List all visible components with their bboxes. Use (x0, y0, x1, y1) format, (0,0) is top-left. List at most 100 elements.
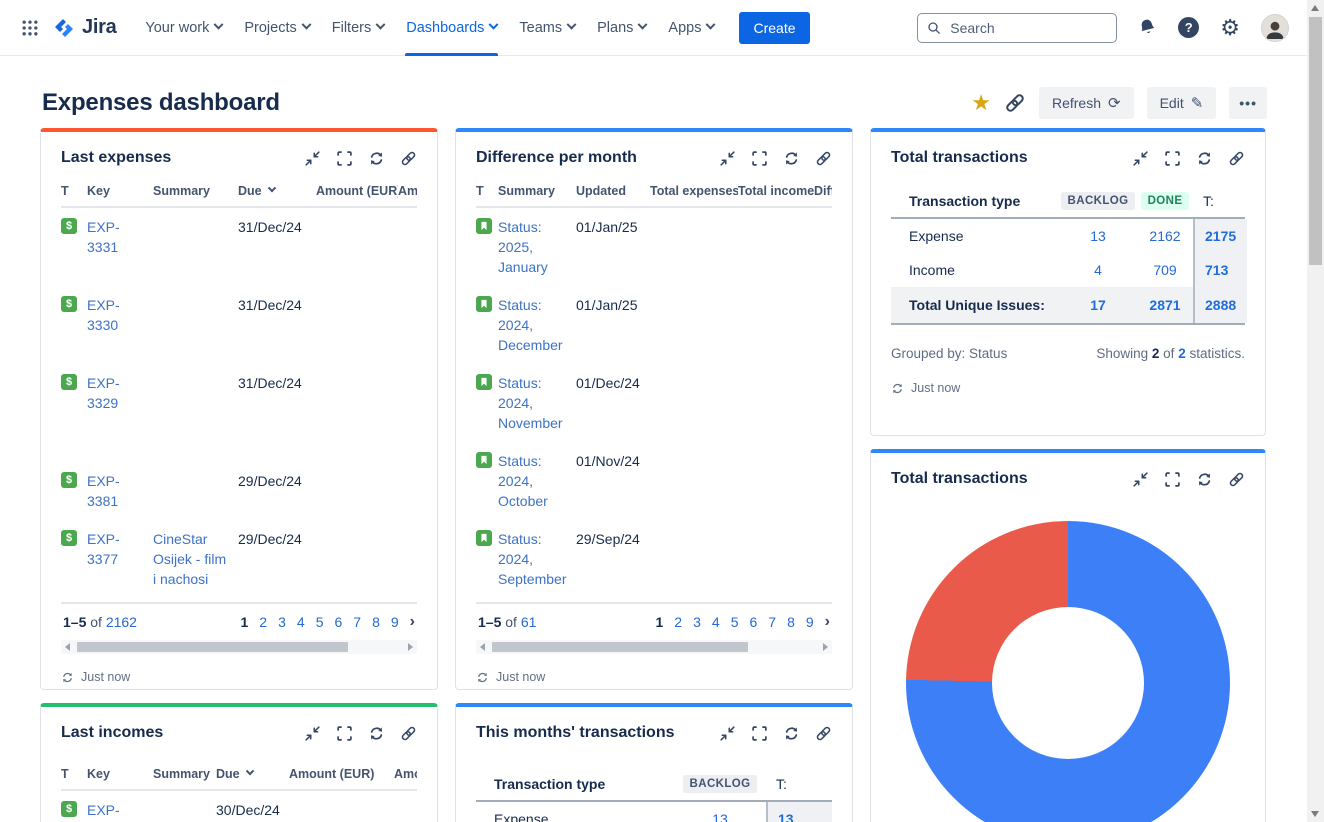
maximize-icon[interactable] (751, 150, 768, 167)
page-link[interactable]: 2 (674, 614, 683, 630)
maximize-icon[interactable] (751, 725, 768, 742)
minimize-icon[interactable] (719, 150, 736, 167)
stat-link[interactable]: 709 (1153, 262, 1177, 278)
create-button[interactable]: Create (739, 11, 810, 44)
maximize-icon[interactable] (1164, 471, 1181, 488)
scroll-right-arrow[interactable] (823, 643, 828, 651)
settings-gear-icon[interactable]: ⚙ (1220, 14, 1240, 40)
page-link[interactable]: 6 (749, 614, 758, 630)
stat-link[interactable]: 2162 (1149, 228, 1181, 244)
issue-summary-link[interactable]: Status: 2024, September (498, 531, 567, 587)
notifications-bell-icon[interactable] (1136, 16, 1159, 39)
page-current[interactable]: 1 (655, 614, 664, 630)
favorite-star-icon[interactable]: ★ (971, 90, 991, 115)
refresh-icon[interactable] (368, 725, 385, 742)
nav-item-projects[interactable]: Projects (233, 0, 320, 56)
scrollbar-thumb[interactable] (77, 642, 348, 652)
stat-link[interactable]: 4 (1094, 262, 1102, 278)
page-link[interactable]: 4 (711, 614, 720, 630)
refresh-icon[interactable] (1196, 150, 1213, 167)
nav-item-dashboards[interactable]: Dashboards (395, 0, 508, 56)
stat-total-link[interactable]: 2871 (1149, 297, 1181, 313)
jira-logo[interactable]: Jira (52, 16, 117, 40)
page-link[interactable]: 6 (334, 614, 343, 630)
refresh-icon[interactable] (783, 150, 800, 167)
stat-total-link[interactable]: 13 (778, 811, 794, 822)
issue-summary-link[interactable]: Status: 2024, November (498, 375, 563, 431)
nav-item-teams[interactable]: Teams (508, 0, 586, 56)
issue-key-link[interactable]: EXP-3381 (87, 473, 120, 509)
maximize-icon[interactable] (1164, 150, 1181, 167)
refresh-icon[interactable] (368, 150, 385, 167)
stat-link[interactable]: 13 (712, 811, 728, 822)
scroll-down-arrow[interactable] (1311, 811, 1319, 817)
pagination-total-link[interactable]: 61 (520, 614, 537, 630)
minimize-icon[interactable] (1132, 150, 1149, 167)
horizontal-scrollbar[interactable] (61, 640, 417, 654)
app-switcher-button[interactable] (14, 12, 46, 44)
minimize-icon[interactable] (304, 725, 321, 742)
issue-key-link[interactable]: EXP-3331 (87, 219, 120, 255)
issue-key-link[interactable]: EXP-3400 (87, 802, 120, 818)
link-icon[interactable] (400, 150, 417, 167)
link-icon[interactable] (1228, 471, 1245, 488)
page-link[interactable]: 2 (259, 614, 268, 630)
link-icon[interactable] (1228, 150, 1245, 167)
more-actions-button[interactable]: ••• (1229, 87, 1267, 119)
page-link[interactable]: 7 (768, 614, 777, 630)
issue-key-link[interactable]: EXP-3330 (87, 297, 120, 333)
issue-summary-link[interactable]: Status: 2024, December (498, 297, 563, 353)
minimize-icon[interactable] (719, 725, 736, 742)
search-input[interactable] (917, 12, 1118, 43)
stat-total-link[interactable]: 2888 (1205, 297, 1237, 313)
page-link[interactable]: 8 (787, 614, 795, 630)
page-link[interactable]: 9 (805, 614, 814, 630)
help-icon[interactable]: ? (1178, 17, 1200, 38)
maximize-icon[interactable] (336, 150, 353, 167)
page-link[interactable]: 5 (730, 614, 739, 630)
stat-total-link[interactable]: 2175 (1205, 228, 1237, 244)
donut-chart[interactable] (906, 521, 1230, 822)
issue-key-link[interactable]: EXP-3329 (87, 375, 120, 411)
scrollbar-thumb[interactable] (492, 642, 749, 652)
column-header-due-sort[interactable]: Due (216, 767, 289, 781)
copy-link-icon[interactable] (1004, 92, 1026, 114)
refresh-button[interactable]: Refresh ⟳ (1038, 87, 1134, 119)
minimize-icon[interactable] (1132, 471, 1149, 488)
link-icon[interactable] (400, 725, 417, 742)
page-link[interactable]: 3 (693, 614, 701, 630)
next-page-icon[interactable]: › (824, 613, 830, 630)
pagination-total-link[interactable]: 2162 (105, 614, 137, 630)
page-link[interactable]: 4 (296, 614, 305, 630)
refresh-icon[interactable] (1196, 471, 1213, 488)
user-avatar[interactable] (1261, 13, 1289, 42)
page-link[interactable]: 7 (353, 614, 362, 630)
vertical-scrollbar[interactable] (1307, 0, 1324, 822)
stat-link[interactable]: 13 (1090, 228, 1106, 244)
page-current[interactable]: 1 (240, 614, 249, 630)
page-link[interactable]: 8 (372, 614, 380, 630)
page-link[interactable]: 9 (390, 614, 399, 630)
scroll-left-arrow[interactable] (65, 643, 70, 651)
link-icon[interactable] (815, 150, 832, 167)
scroll-up-arrow[interactable] (1311, 5, 1319, 11)
next-page-icon[interactable]: › (409, 613, 415, 630)
issue-summary-link[interactable]: Status: 2025, January (498, 219, 548, 275)
scrollbar-thumb[interactable] (1309, 17, 1322, 265)
scroll-left-arrow[interactable] (480, 643, 485, 651)
nav-item-filters[interactable]: Filters (321, 0, 395, 56)
horizontal-scrollbar[interactable] (476, 640, 832, 654)
stat-total-link[interactable]: 713 (1205, 262, 1229, 278)
refresh-icon[interactable] (783, 725, 800, 742)
page-link[interactable]: 3 (278, 614, 286, 630)
nav-item-your-work[interactable]: Your work (134, 0, 233, 56)
stat-total-link[interactable]: 17 (1090, 297, 1106, 313)
scroll-right-arrow[interactable] (408, 643, 413, 651)
page-link[interactable]: 5 (315, 614, 324, 630)
issue-summary-link[interactable]: CineStar Osijek - film i nachosi (153, 531, 227, 587)
edit-button[interactable]: Edit ✎ (1146, 87, 1217, 119)
column-header-due-sort[interactable]: Due (238, 184, 316, 198)
nav-item-plans[interactable]: Plans (586, 0, 657, 56)
link-icon[interactable] (815, 725, 832, 742)
issue-key-link[interactable]: EXP-3377 (87, 531, 120, 567)
